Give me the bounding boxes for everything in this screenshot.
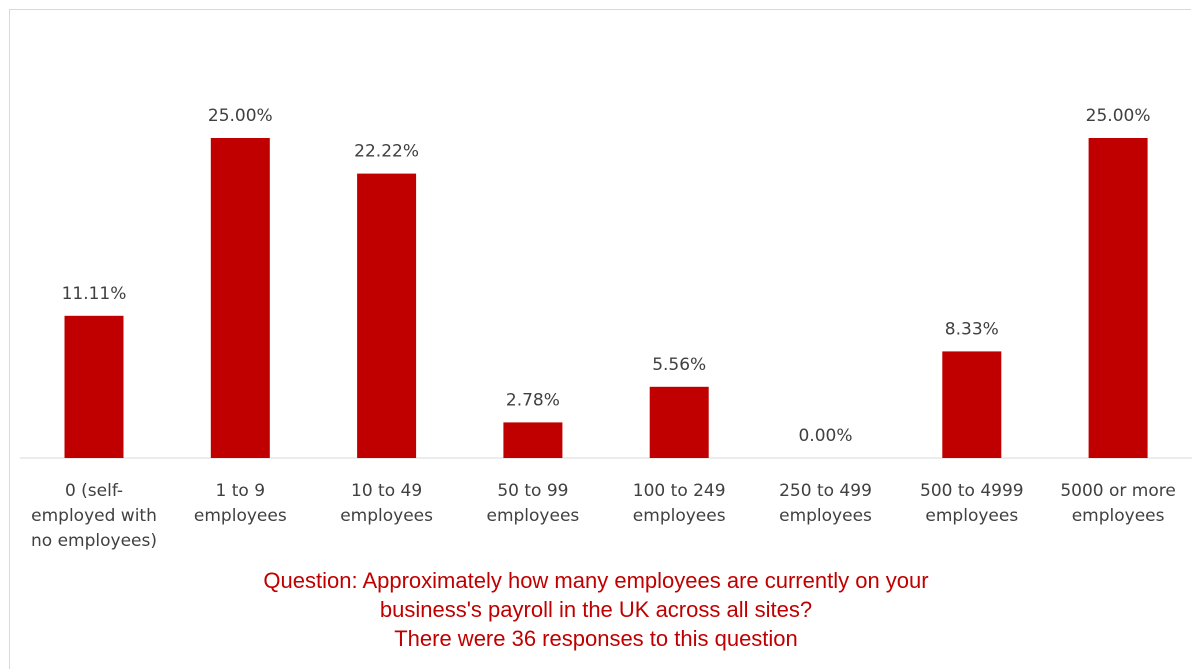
category-tick-label: employees <box>487 506 580 526</box>
category-tick-label: 500 to 4999 <box>920 481 1024 501</box>
data-label: 5.56% <box>652 355 706 375</box>
data-label: 8.33% <box>945 319 999 339</box>
bar <box>1088 138 1148 458</box>
category-tick-label: employees <box>1072 506 1165 526</box>
bar <box>942 351 1002 458</box>
data-label: 25.00% <box>208 106 273 126</box>
category-tick-label: employees <box>925 506 1018 526</box>
bar <box>64 315 124 458</box>
caption-line-1: Question: Approximately how many employe… <box>263 568 929 593</box>
question-caption: Question: Approximately how many employe… <box>0 566 1192 653</box>
caption-line-2: business's payroll in the UK across all … <box>379 597 813 622</box>
bar <box>357 173 417 458</box>
category-tick-label: employees <box>633 506 726 526</box>
category-tick-label: employed with <box>31 506 157 526</box>
category-tick-label: 0 (self- <box>65 481 123 501</box>
category-tick-label: 50 to 99 <box>497 481 568 501</box>
data-label: 0.00% <box>798 426 852 446</box>
data-label: 25.00% <box>1086 106 1151 126</box>
category-tick-label: 100 to 249 <box>633 481 726 501</box>
chart-area-border <box>9 9 1191 669</box>
caption-line-3: There were 36 responses to this question <box>394 626 798 651</box>
bar <box>649 386 709 458</box>
bar-chart: 11.11% 25.00% 22.22% 2.78% 5.56% 0.00% 8.33% 25… <box>20 106 1192 551</box>
bar <box>503 422 563 458</box>
category-tick-label: employees <box>340 506 433 526</box>
category-tick-label: employees <box>194 506 287 526</box>
data-label: 2.78% <box>506 390 560 410</box>
data-label: 22.22% <box>354 142 419 162</box>
category-tick-label: 250 to 499 <box>779 481 872 501</box>
category-tick-label: employees <box>779 506 872 526</box>
bar <box>210 138 270 458</box>
data-label: 11.11% <box>62 284 127 304</box>
category-tick-label: 5000 or more <box>1060 481 1176 501</box>
category-tick-label: no employees) <box>31 531 157 551</box>
category-tick-label: 10 to 49 <box>351 481 422 501</box>
category-tick-label: 1 to 9 <box>216 481 266 501</box>
